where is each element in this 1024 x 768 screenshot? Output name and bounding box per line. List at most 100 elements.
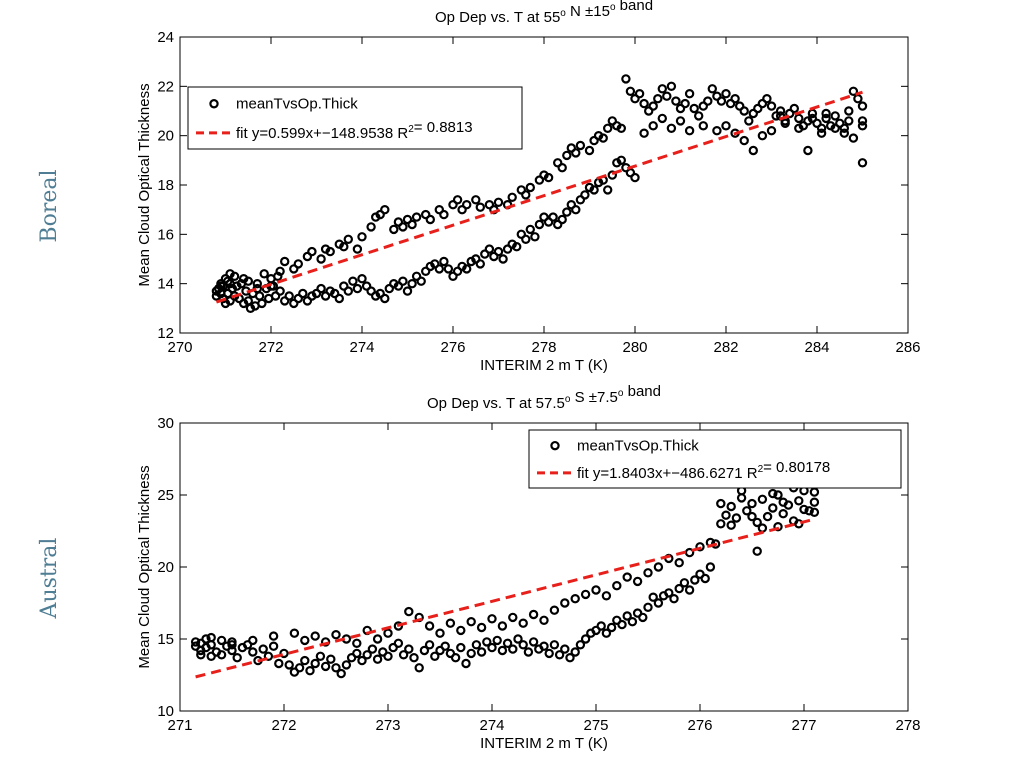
- data-point: [662, 91, 672, 101]
- data-point: [698, 121, 709, 131]
- data-point: [830, 111, 840, 121]
- legend-label-scatter: meanTvsOp.Thick: [577, 438, 699, 455]
- y-tick-label: 15: [157, 631, 174, 648]
- data-point: [216, 281, 226, 291]
- data-point: [411, 271, 422, 281]
- chart-austral: Austral Op Dep vs. T at 57.5o S ±7.5o ban…: [37, 383, 921, 752]
- data-point: [544, 648, 554, 659]
- data-point: [380, 204, 390, 215]
- data-point: [298, 288, 308, 299]
- data-point: [712, 125, 722, 136]
- data-point: [580, 634, 591, 644]
- x-axis-label: INTERIM 2 m T (K): [480, 735, 608, 752]
- data-point: [575, 640, 586, 650]
- chart-boreal: Boreal Op Dep vs. T at 55o N ±15o band 270…: [37, 0, 921, 374]
- data-point: [603, 123, 613, 134]
- data-point: [721, 88, 731, 99]
- data-point: [675, 103, 686, 114]
- data-point: [700, 573, 710, 584]
- data-point: [389, 224, 399, 235]
- data-point: [430, 259, 440, 269]
- data-point: [268, 641, 279, 651]
- data-point: [731, 513, 742, 523]
- data-point: [407, 219, 417, 230]
- data-point: [591, 585, 601, 595]
- data-point: [480, 249, 490, 259]
- x-tick-label: 278: [895, 717, 920, 734]
- data-point: [320, 637, 331, 647]
- data-point: [352, 648, 362, 659]
- data-point: [320, 661, 331, 672]
- data-point: [502, 244, 513, 254]
- data-point: [580, 190, 590, 200]
- data-point: [307, 246, 317, 257]
- y-tick-label: 20: [157, 559, 174, 576]
- data-point: [439, 256, 449, 267]
- legend: meanTvsOp.Thick fit y=1.8403x+−486.6271 R…: [528, 429, 902, 489]
- data-point: [549, 640, 560, 650]
- data-point: [305, 666, 315, 676]
- data-point: [616, 123, 627, 134]
- data-point: [643, 568, 653, 578]
- data-point: [320, 291, 331, 301]
- data-point: [747, 511, 757, 522]
- data-point: [648, 592, 658, 602]
- data-point: [434, 264, 444, 274]
- data-point: [274, 658, 284, 669]
- y-tick-label: 30: [157, 415, 174, 432]
- data-point: [402, 214, 413, 225]
- data-point: [497, 645, 508, 656]
- data-point: [799, 504, 809, 515]
- data-point: [325, 246, 335, 257]
- data-point: [227, 645, 237, 656]
- data-point: [348, 276, 358, 286]
- data-point: [534, 219, 545, 230]
- data-point: [229, 271, 240, 281]
- x-tick-label: 272: [271, 717, 296, 734]
- scatter-series: [211, 74, 868, 313]
- data-point: [471, 195, 481, 205]
- legend-label-fit: fit y=0.599x+−148.9538 R2= 0.8813: [236, 119, 473, 142]
- data-point: [607, 170, 618, 180]
- data-point: [487, 614, 497, 624]
- data-point: [404, 644, 414, 654]
- data-point: [804, 506, 814, 516]
- data-point: [580, 589, 591, 600]
- x-tick-label: 286: [895, 339, 920, 356]
- data-point: [835, 118, 845, 129]
- data-point: [794, 113, 804, 124]
- data-point: [462, 264, 472, 274]
- data-point: [448, 199, 458, 210]
- data-point: [466, 648, 476, 659]
- x-axis-label: INTERIM 2 m T (K): [480, 357, 608, 374]
- data-point: [284, 660, 294, 670]
- data-point: [773, 522, 783, 532]
- data-point: [357, 232, 367, 242]
- data-point: [336, 668, 346, 679]
- data-point: [744, 116, 754, 126]
- data-point: [425, 214, 435, 225]
- data-point: [598, 133, 608, 143]
- data-point: [523, 647, 534, 657]
- plot-frame: [179, 36, 909, 334]
- data-point: [634, 88, 645, 99]
- data-point: [326, 654, 336, 664]
- fit-line: [215, 90, 863, 304]
- data-point: [812, 118, 822, 129]
- data-point: [257, 298, 267, 309]
- data-point: [343, 286, 353, 296]
- data-point: [206, 632, 216, 643]
- data-point: [632, 576, 643, 587]
- data-point: [484, 244, 495, 254]
- data-point: [596, 621, 606, 631]
- data-point: [768, 488, 778, 499]
- data-point: [280, 256, 290, 267]
- data-point: [748, 145, 759, 156]
- data-point: [284, 291, 294, 301]
- data-point: [857, 101, 868, 111]
- x-tick-label: 278: [531, 339, 556, 356]
- data-point: [657, 84, 668, 94]
- y-tick-label: 10: [157, 703, 174, 720]
- data-point: [339, 281, 349, 291]
